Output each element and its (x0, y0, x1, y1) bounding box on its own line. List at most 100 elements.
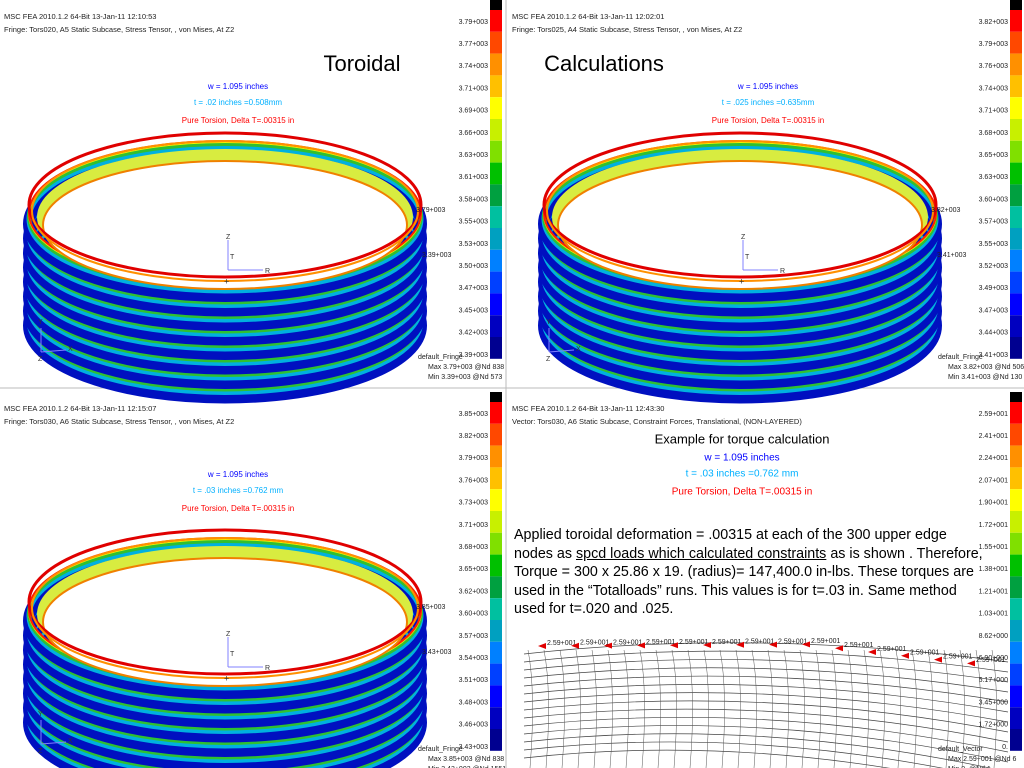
legend-swatch (490, 489, 502, 511)
legend-swatch (490, 729, 502, 751)
footer-line: default_Fringe (938, 354, 983, 361)
mesh-line (543, 649, 549, 768)
mesh-line (847, 649, 853, 768)
legend-swatch (490, 315, 502, 337)
axis-label: Z (226, 234, 231, 241)
legend-label: 3.45+003 (459, 307, 488, 314)
mesh-line (575, 649, 581, 768)
legend-swatch (1010, 598, 1022, 620)
legend-label: 3.77+003 (459, 41, 488, 48)
legend-label: 3.39+003 (459, 352, 488, 359)
legend-label: 3.73+003 (459, 500, 488, 507)
axis-label: R (780, 268, 785, 275)
arrow-label: 2.59+001 (976, 657, 1005, 664)
mesh-line (523, 741, 944, 768)
force-arrow (703, 642, 711, 648)
caption: Example for torque calculation (655, 431, 830, 446)
arrow-label: 2.59+001 (745, 639, 774, 646)
panel: MSC FEA 2010.1.2 64-Bit 13-Jan-11 12:02:… (512, 0, 1024, 404)
mesh-line (879, 649, 885, 768)
axis-label: R (265, 268, 270, 275)
legend-swatch (1010, 10, 1022, 32)
legend-swatch (490, 598, 502, 620)
legend-label: 3.66+003 (459, 130, 488, 137)
legend-label: 3.57+003 (459, 633, 488, 640)
mesh-line (991, 649, 997, 768)
header-line: MSC FEA 2010.1.2 64-Bit 13-Jan-11 12:15:… (4, 404, 156, 413)
legend-swatch (1010, 576, 1022, 599)
mesh-line (671, 649, 677, 768)
force-arrow (934, 656, 942, 663)
legend-swatch (1010, 729, 1022, 751)
legend-label: 3.79+003 (459, 455, 488, 462)
mesh-line (523, 684, 1009, 713)
ring-label: 3.39+003 (422, 252, 451, 259)
caption: t = .03 inches =0.762 mm (686, 469, 799, 480)
legend-swatch (490, 249, 502, 272)
force-arrow (571, 642, 579, 649)
mesh-line (815, 649, 821, 768)
force-arrow (835, 645, 843, 652)
mesh-line (831, 649, 837, 768)
ring-inner (42, 160, 408, 290)
mesh-line (703, 649, 709, 768)
slide-title: Calculations (544, 51, 664, 76)
mesh-line (927, 649, 933, 768)
legend-swatch (1010, 53, 1022, 76)
legend-label: 1.72+000 (979, 722, 1008, 729)
ring-caption: Pure Torsion, Delta T=.00315 in (182, 504, 294, 513)
legend-label: 3.49+003 (979, 285, 1008, 292)
arrow-label: 2.59+001 (811, 638, 840, 645)
mesh-line (559, 649, 565, 768)
legend-label: 3.63+003 (979, 174, 1008, 181)
arrow-label: 2.59+001 (712, 639, 741, 646)
legend-swatch (1010, 445, 1022, 468)
legend-label: 3.47+003 (979, 307, 1008, 314)
axis-label: Z (741, 234, 746, 241)
legend-swatch (490, 511, 502, 533)
ring-caption: w = 1.095 inches (737, 82, 798, 91)
legend-swatch (1010, 271, 1022, 294)
legend-label: 3.45+000 (979, 699, 1008, 706)
legend-swatch (490, 228, 502, 250)
legend-label: 1.55+001 (979, 544, 1008, 551)
legend-label: 2.07+001 (979, 477, 1008, 484)
legend-swatch (1010, 620, 1022, 642)
axis-label: T (230, 651, 235, 658)
legend-swatch (490, 184, 502, 207)
legend-label: 3.85+003 (459, 411, 488, 418)
legend-label: 2.24+001 (979, 455, 1008, 462)
ring-caption: Pure Torsion, Delta T=.00315 in (182, 116, 294, 125)
footer-line: Min 3.39+003 @Nd 573 (428, 374, 502, 381)
header-line: Fringe: Tors020, A5 Static Subcase, Stre… (4, 25, 234, 34)
footer-line: Max 3.82+003 @Nd 506 (948, 364, 1024, 371)
mesh-line (911, 649, 917, 768)
ring-label: 3.82+003 (931, 207, 960, 214)
footer-line: Min 3.43+003 @Nd 1551 (428, 766, 506, 768)
header-line: MSC FEA 2010.1.2 64-Bit 13-Jan-11 12:43:… (512, 404, 664, 413)
legend-swatch (1010, 228, 1022, 250)
legend-swatch (1010, 511, 1022, 533)
arrow-label: 2.59+001 (943, 653, 972, 660)
legend-swatch (1010, 554, 1022, 577)
arrow-label: 2.59+001 (679, 639, 708, 646)
legend-top (490, 392, 502, 402)
footer-line: Min 3.41+003 @Nd 130 (948, 374, 1022, 381)
force-arrow (736, 641, 744, 648)
ring-rim (31, 140, 419, 282)
legend-label: 1.38+001 (979, 566, 1008, 573)
mesh-line (523, 659, 1009, 683)
footer-line: default_Fringe (418, 746, 463, 753)
legend-swatch (490, 620, 502, 642)
axis-label: Z (38, 356, 43, 363)
force-arrow (802, 641, 810, 648)
legend-swatch (1010, 685, 1022, 708)
legend-swatch (490, 31, 502, 54)
legend-label: 3.46+003 (459, 722, 488, 729)
legend-label: 3.55+003 (459, 219, 488, 226)
ring-label: 3.43+003 (422, 649, 451, 656)
legend-label: 3.69+003 (459, 108, 488, 115)
legend-swatch (1010, 184, 1022, 207)
mesh-line (527, 649, 533, 768)
